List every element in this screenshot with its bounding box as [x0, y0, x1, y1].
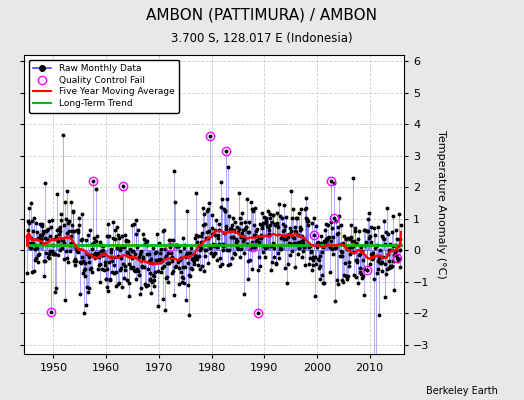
Text: AMBON (PATTIMURA) / AMBON: AMBON (PATTIMURA) / AMBON: [147, 8, 377, 23]
Text: Berkeley Earth: Berkeley Earth: [426, 386, 498, 396]
Text: 3.700 S, 128.017 E (Indonesia): 3.700 S, 128.017 E (Indonesia): [171, 32, 353, 45]
Y-axis label: Temperature Anomaly (°C): Temperature Anomaly (°C): [436, 130, 446, 279]
Legend: Raw Monthly Data, Quality Control Fail, Five Year Moving Average, Long-Term Tren: Raw Monthly Data, Quality Control Fail, …: [29, 60, 179, 113]
